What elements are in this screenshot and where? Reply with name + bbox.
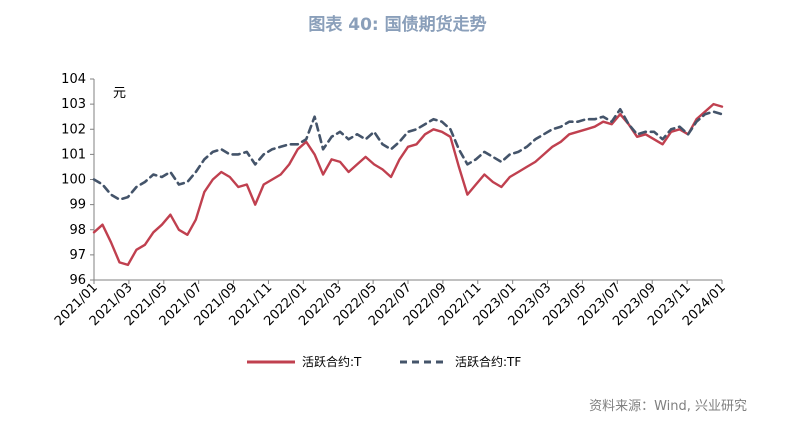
y-tick-label: 99: [69, 198, 86, 213]
series-line-t: [92, 102, 724, 267]
y-unit-label: 元: [113, 86, 126, 101]
y-tick-label: 96: [69, 273, 86, 288]
y-tick-label: 97: [69, 248, 86, 263]
source-note: 资料来源：Wind, 兴业研究: [589, 399, 747, 414]
legend-label-t: 活跃合约:T: [302, 354, 362, 369]
y-tick-label: 103: [61, 97, 86, 112]
y-tick-label: 98: [69, 223, 86, 238]
series-line-tf: [92, 107, 724, 201]
y-tick-label: 104: [61, 72, 86, 87]
y-tick-label: 102: [61, 122, 86, 137]
y-tick-label: 100: [61, 173, 86, 188]
y-tick-label: 101: [61, 147, 86, 162]
legend-label-tf: 活跃合约:TF: [455, 354, 521, 369]
chart-title: 图表 40: 国债期货走势: [308, 15, 487, 35]
